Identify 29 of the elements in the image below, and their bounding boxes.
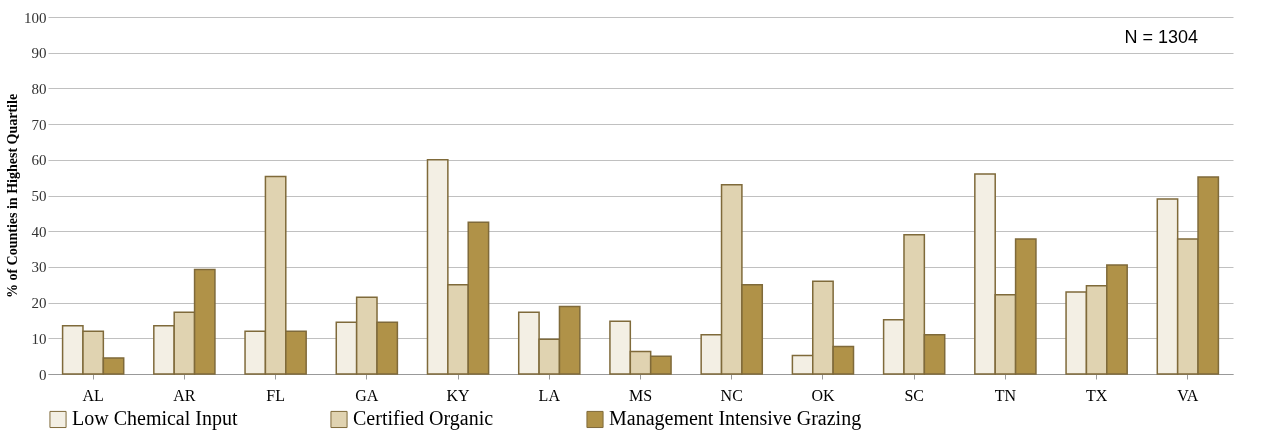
y-tick-label: 80 [31, 80, 47, 97]
y-tick-label: 10 [31, 330, 47, 347]
y-tick-label: 100 [24, 9, 47, 26]
annotation: N = 1304 [1124, 27, 1198, 47]
x-tick-label: KY [446, 386, 471, 404]
x-tick-label: NC [720, 386, 743, 404]
legend-label: Certified Organic [353, 407, 494, 431]
x-tick-label: FL [266, 386, 285, 404]
y-tick-label: 0 [39, 366, 47, 383]
y-tick-label: 60 [31, 152, 47, 169]
y-tick-label: 20 [31, 295, 47, 312]
x-tick-label: MS [628, 386, 653, 404]
x-tick-label: AL [82, 386, 104, 404]
y-tick-label: 40 [31, 223, 47, 240]
x-tick-label: AR [173, 386, 196, 404]
x-tick-label: OK [811, 386, 835, 404]
legend-label: Low Chemical Input [72, 407, 238, 431]
x-tick-label: GA [355, 386, 379, 404]
x-tick-label: VA [1177, 386, 1199, 404]
x-tick-label: TN [994, 386, 1017, 404]
y-tick-label: 50 [31, 188, 47, 204]
x-tick-label: TX [1085, 386, 1108, 404]
x-tick-label: SC [904, 386, 924, 404]
y-axis-title: % of Counties in Highest Quartile [5, 93, 20, 299]
y-tick-label: 70 [31, 116, 47, 133]
x-tick-label: LA [538, 386, 561, 404]
y-tick-label: 90 [31, 45, 47, 62]
y-tick-label: 30 [31, 259, 47, 276]
legend-label: Management Intensive Grazing [609, 407, 862, 431]
